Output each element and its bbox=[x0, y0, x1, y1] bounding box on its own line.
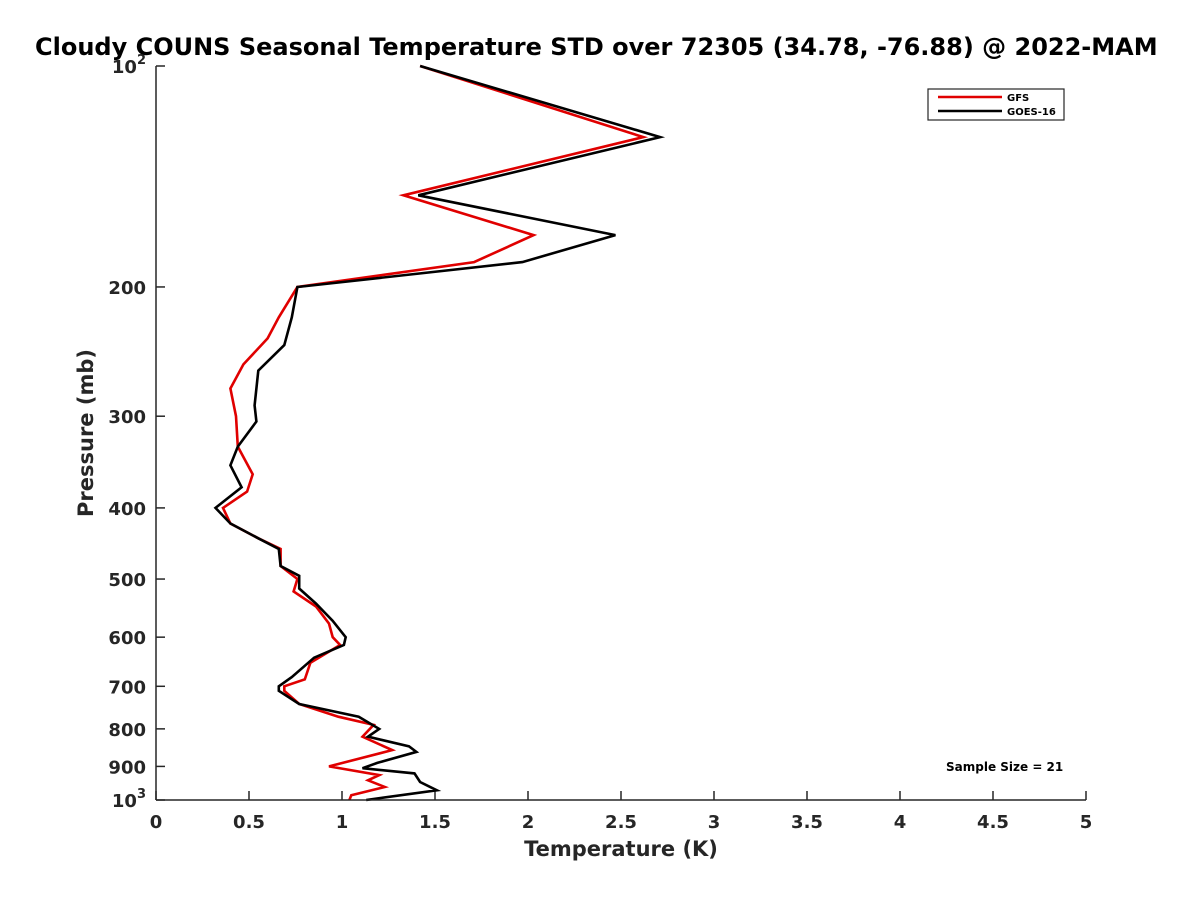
x-tick-label: 5 bbox=[1080, 812, 1093, 833]
y-tick-label-base: 800 bbox=[108, 720, 146, 741]
x-axis-label: Temperature (K) bbox=[524, 837, 718, 861]
y-tick-label-base: 200 bbox=[108, 278, 146, 299]
series-line-gfs bbox=[221, 64, 649, 801]
y-tick-label: 800 bbox=[108, 720, 146, 741]
y-tick-label-exponent: 2 bbox=[137, 53, 146, 68]
y-axis-label: Pressure (mb) bbox=[74, 349, 98, 517]
x-axis-ticks: 0 0.5 1 1.5 2 2.5 3 3.5 4 4.5 5 bbox=[150, 791, 1093, 833]
y-tick-label-base: 300 bbox=[108, 407, 146, 428]
x-tick-label: 0.5 bbox=[233, 812, 265, 833]
legend-label-gfs: GFS bbox=[1007, 93, 1029, 104]
legend: GFS GOES-16 bbox=[927, 88, 1065, 121]
y-tick-label: 400 bbox=[108, 499, 146, 520]
y-tick-label: 102 bbox=[112, 53, 146, 78]
y-tick-label: 200 bbox=[108, 278, 146, 299]
sample-size-annotation: Sample Size = 21 bbox=[946, 760, 1063, 774]
x-tick-label: 3.5 bbox=[791, 812, 823, 833]
y-tick-label-base: 10 bbox=[112, 791, 137, 812]
x-tick-label: 4.5 bbox=[977, 812, 1009, 833]
x-tick-label: 1 bbox=[336, 812, 349, 833]
y-tick-label-base: 500 bbox=[108, 570, 146, 591]
chart-title: Cloudy COUNS Seasonal Temperature STD ov… bbox=[35, 33, 1158, 61]
y-tick-label: 700 bbox=[108, 677, 146, 698]
y-tick-label-base: 600 bbox=[108, 628, 146, 649]
x-tick-label: 4 bbox=[894, 812, 907, 833]
y-tick-label: 900 bbox=[108, 757, 146, 778]
y-tick-label: 600 bbox=[108, 628, 146, 649]
x-tick-label: 2.5 bbox=[605, 812, 637, 833]
legend-box bbox=[927, 88, 1065, 121]
x-tick-label: 0 bbox=[150, 812, 163, 833]
y-tick-label: 300 bbox=[108, 407, 146, 428]
series-layer bbox=[213, 64, 666, 802]
y-tick-label: 500 bbox=[108, 570, 146, 591]
y-tick-label: 103 bbox=[112, 787, 146, 812]
y-tick-label-base: 400 bbox=[108, 499, 146, 520]
y-tick-label-base: 700 bbox=[108, 677, 146, 698]
x-tick-label: 1.5 bbox=[419, 812, 451, 833]
y-tick-label-exponent: 3 bbox=[137, 787, 146, 802]
x-tick-label: 3 bbox=[708, 812, 721, 833]
y-tick-label-base: 900 bbox=[108, 757, 146, 778]
series-line-goes-16 bbox=[213, 64, 666, 802]
legend-label-goes16: GOES-16 bbox=[1007, 107, 1056, 118]
x-tick-label: 2 bbox=[522, 812, 535, 833]
y-tick-label-base: 10 bbox=[112, 57, 137, 78]
